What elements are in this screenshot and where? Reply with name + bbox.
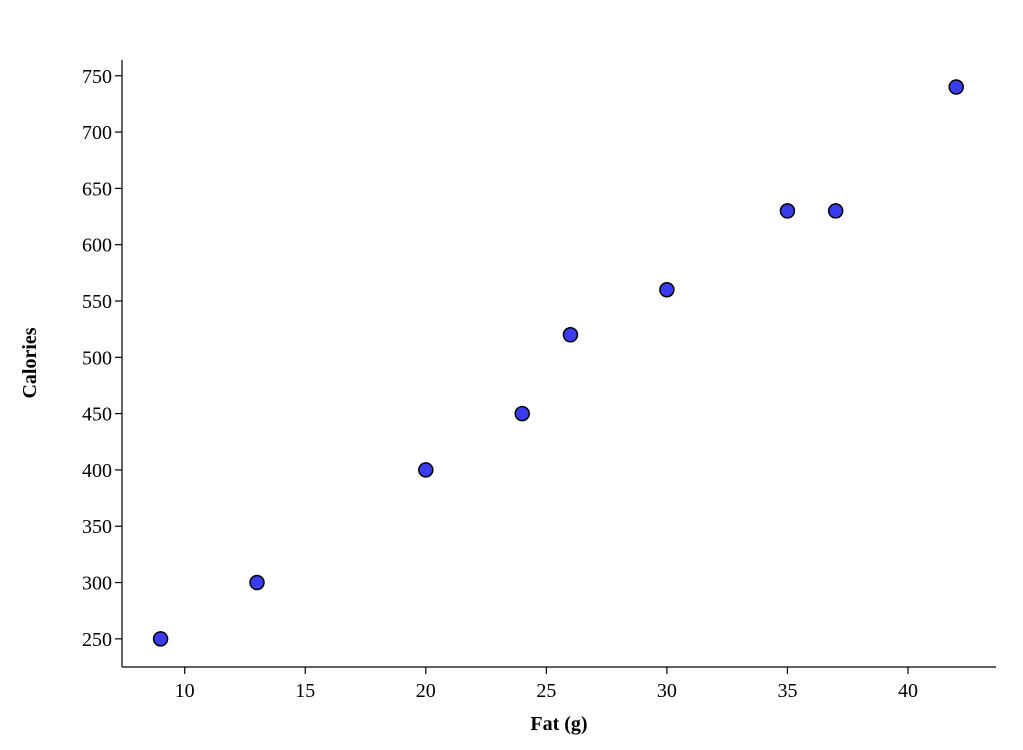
y-tick-label: 750 [82,66,112,88]
point [827,203,844,219]
x-tick-label: 40 [898,680,918,702]
point [249,574,265,591]
point [562,327,579,343]
y-tick-label: 550 [82,291,112,313]
x-tick-label: 20 [416,680,436,702]
y-tick-label: 350 [82,516,112,538]
y-tick-label: 400 [82,460,112,482]
y-tick-label: 450 [82,404,112,426]
y-tick-label: 600 [82,235,112,257]
y-tick-label: 700 [82,122,112,144]
x-tick-label: 35 [777,680,797,702]
x-axis-title: Fat (g) [530,713,587,735]
point [948,79,964,95]
y-axis-title: Calories [19,327,41,398]
x-tick-label: 25 [536,680,556,702]
x-tick-label: 10 [175,680,195,702]
y-tick-label: 250 [82,629,112,651]
point [514,405,530,422]
point [779,203,796,219]
point [152,631,169,647]
x-tick-label: 15 [295,680,315,702]
y-tick-label: 300 [82,573,112,595]
y-tick-label: 500 [82,347,112,369]
y-tick-label: 650 [82,178,112,200]
point [659,281,675,298]
x-tick-label: 30 [657,680,677,702]
point [418,462,434,478]
